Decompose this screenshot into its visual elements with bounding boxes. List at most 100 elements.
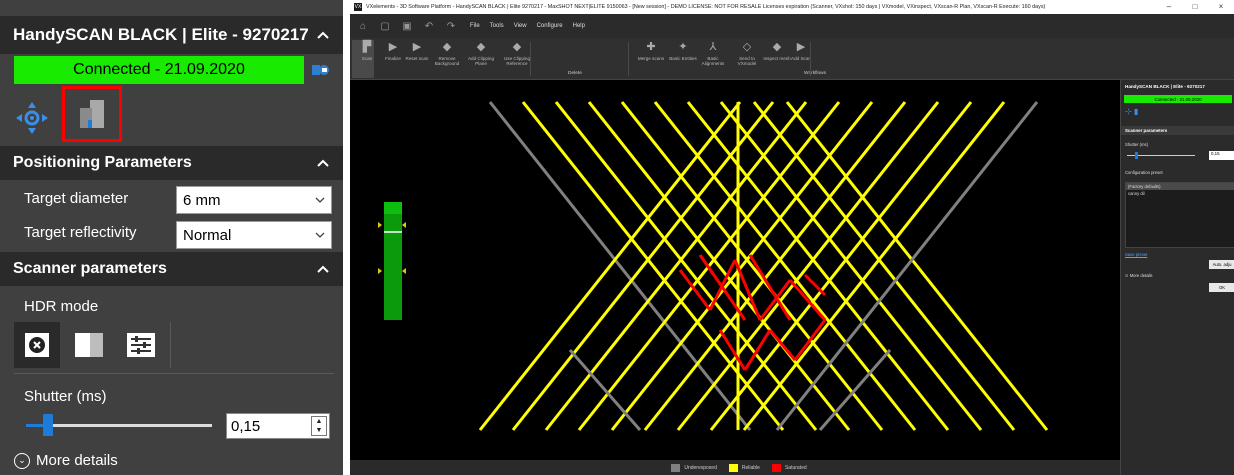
scanner-title-header[interactable]: HandySCAN BLACK | Elite - 9270217 xyxy=(0,16,343,54)
scanner-mode-icon[interactable] xyxy=(74,96,110,132)
ribbon-button-entities[interactable]: ✦ Basic Entities xyxy=(668,40,698,61)
home-icon[interactable]: ⌂ xyxy=(359,20,367,32)
maximize-button[interactable]: □ xyxy=(1192,2,1198,11)
spin-down-icon[interactable]: ▼ xyxy=(315,427,323,434)
hdr-off-icon xyxy=(25,333,49,357)
dock-shutter-input[interactable]: 0,15 xyxy=(1209,151,1234,160)
redo-icon[interactable]: ↷ xyxy=(446,20,456,32)
positioning-mode-icon[interactable] xyxy=(14,100,50,136)
menu-bar: ⌂ ▢ ▣ ↶ ↷ File Tools View Configure Help xyxy=(350,14,1234,38)
ribbon-separator xyxy=(810,42,811,76)
ribbon-button-scan[interactable]: ▛ Scan xyxy=(352,40,382,61)
entities-icon: ✦ xyxy=(678,41,688,53)
shutter-slider-track[interactable] xyxy=(26,424,212,427)
inspect-icon: ◆ xyxy=(772,41,782,53)
scanner-panel-zoom: HandySCAN BLACK | Elite - 9270217 Connec… xyxy=(0,0,343,475)
ribbon-button-reset-scan[interactable]: ▶ Reset scan xyxy=(402,40,432,61)
shutter-input[interactable]: 0,15 ▲ ▼ xyxy=(226,413,330,439)
chevron-circle-icon: ⌄ xyxy=(14,452,30,469)
menu-file[interactable]: File xyxy=(470,23,480,29)
laser-line xyxy=(709,101,973,431)
scan-viewport[interactable] xyxy=(350,80,1120,460)
ribbon-separator xyxy=(530,42,531,76)
hdr-off-button[interactable] xyxy=(14,322,60,368)
more-details-link[interactable]: ⌄ More details xyxy=(14,452,118,469)
preset-item[interactable]: (Factory defaults) xyxy=(1126,183,1234,190)
ribbon-button-remove-background[interactable]: ◆ Remove Background xyxy=(432,40,462,66)
ribbon-button-inspect[interactable]: ◆ Inspect mesh xyxy=(762,40,792,61)
target-reflectivity-select[interactable]: Normal xyxy=(176,221,332,249)
dock-more-details[interactable]: ⊙ More details xyxy=(1125,273,1153,278)
target-reflectivity-label: Target reflectivity xyxy=(24,224,137,241)
dock-preset-list[interactable]: (Factory defaults) canny dil xyxy=(1125,182,1234,248)
dock-scanner-header[interactable]: Scanner parameters xyxy=(1121,126,1234,135)
undo-icon[interactable]: ↶ xyxy=(424,20,434,32)
laser-line xyxy=(511,101,775,431)
dock-connection-text: Connected - 21.09.2020 xyxy=(1154,96,1202,102)
laser-line xyxy=(554,101,818,431)
ok-button[interactable]: OK xyxy=(1209,283,1234,292)
app-logo-icon: VX xyxy=(354,3,362,11)
save-preset-link[interactable]: Save preset xyxy=(1125,252,1148,257)
ribbon-group-workflows: Workflows xyxy=(804,71,827,76)
ribbon-button-send[interactable]: ◇ Send to VXmodel xyxy=(732,40,762,66)
more-details-text: More details xyxy=(36,452,118,469)
laser-line xyxy=(775,101,1039,431)
meter-arrow-icon xyxy=(402,268,406,274)
dock-shutter-slider[interactable] xyxy=(1127,155,1195,156)
scanner-parameters-header[interactable]: Scanner parameters xyxy=(0,252,343,286)
laser-line xyxy=(686,101,950,431)
dock-preset-label: Configuration preset xyxy=(1125,170,1163,175)
dock-shutter-value: 0,15 xyxy=(1211,151,1220,156)
chevron-up-icon[interactable] xyxy=(317,16,329,54)
menu-view[interactable]: View xyxy=(513,23,527,29)
laser-line-saturated xyxy=(678,269,712,311)
remove-background-icon: ◆ xyxy=(442,41,452,53)
ribbon-button-clipping-plane[interactable]: ◆ Add Clipping Plane xyxy=(466,40,496,66)
ribbon-button-alignment[interactable]: ⅄ Basic Alignments xyxy=(698,40,728,66)
laser-line-saturated xyxy=(793,319,827,361)
dock-connection-status: Connected - 21.09.2020 xyxy=(1124,95,1232,103)
window-controls: – □ × xyxy=(1156,0,1234,14)
shutter-slider-thumb[interactable] xyxy=(43,414,54,436)
ribbon-button-add-scan[interactable]: ▶ Add Scan xyxy=(786,40,816,61)
connection-icon[interactable] xyxy=(310,62,332,78)
laser-line xyxy=(752,101,1016,431)
dock-mode-icons[interactable]: ⊹ ▮ xyxy=(1125,107,1139,116)
hdr-separator xyxy=(170,322,171,368)
meter-arrow-icon xyxy=(378,268,382,274)
save-icon[interactable]: ▣ xyxy=(402,20,412,32)
laser-line-saturated xyxy=(748,254,792,321)
menu-help[interactable]: Help xyxy=(572,23,585,29)
hdr-half-button[interactable] xyxy=(66,322,112,368)
ribbon-button-finalize[interactable]: ▶ Finalize xyxy=(378,40,408,61)
laser-line-saturated xyxy=(803,273,827,297)
minimize-button[interactable]: – xyxy=(1166,2,1172,11)
auto-adjust-button[interactable]: Auto. adju xyxy=(1209,260,1234,269)
ribbon-button-label: Inspect mesh xyxy=(763,56,791,61)
close-button[interactable]: × xyxy=(1218,2,1224,11)
shutter-spinner[interactable]: ▲ ▼ xyxy=(311,416,327,436)
ribbon-button-clipping-reference[interactable]: ◆ Use Clipping Reference xyxy=(502,40,532,66)
chevron-down-icon xyxy=(315,187,325,213)
chevron-up-icon[interactable] xyxy=(317,252,329,286)
shutter-value: 0,15 xyxy=(231,417,261,435)
dock-shutter-thumb[interactable] xyxy=(1135,152,1138,159)
hdr-mode-label: HDR mode xyxy=(24,298,99,315)
preset-item[interactable]: canny dil xyxy=(1128,191,1145,196)
hdr-custom-button[interactable] xyxy=(118,322,164,368)
spin-up-icon[interactable]: ▲ xyxy=(315,418,323,425)
chevron-up-icon[interactable] xyxy=(317,146,329,180)
ribbon-button-label: Use Clipping Reference xyxy=(503,56,531,66)
menu-tools[interactable]: Tools xyxy=(489,23,504,29)
target-diameter-value: 6 mm xyxy=(183,191,221,209)
target-diameter-select[interactable]: 6 mm xyxy=(176,186,332,214)
new-file-icon[interactable]: ▢ xyxy=(380,20,390,32)
laser-line xyxy=(488,101,752,431)
hdr-mode-buttons xyxy=(14,322,194,368)
ribbon-button-merge[interactable]: ✚ Merge scans xyxy=(636,40,666,61)
ribbon-toolbar: Delete Workflows ▛ Scan ▶ Finalize ▶ Reset sc… xyxy=(350,38,1234,80)
chevron-circle-icon: ⊙ xyxy=(1125,273,1130,278)
menu-configure[interactable]: Configure xyxy=(536,23,563,29)
positioning-parameters-header[interactable]: Positioning Parameters xyxy=(0,146,343,180)
